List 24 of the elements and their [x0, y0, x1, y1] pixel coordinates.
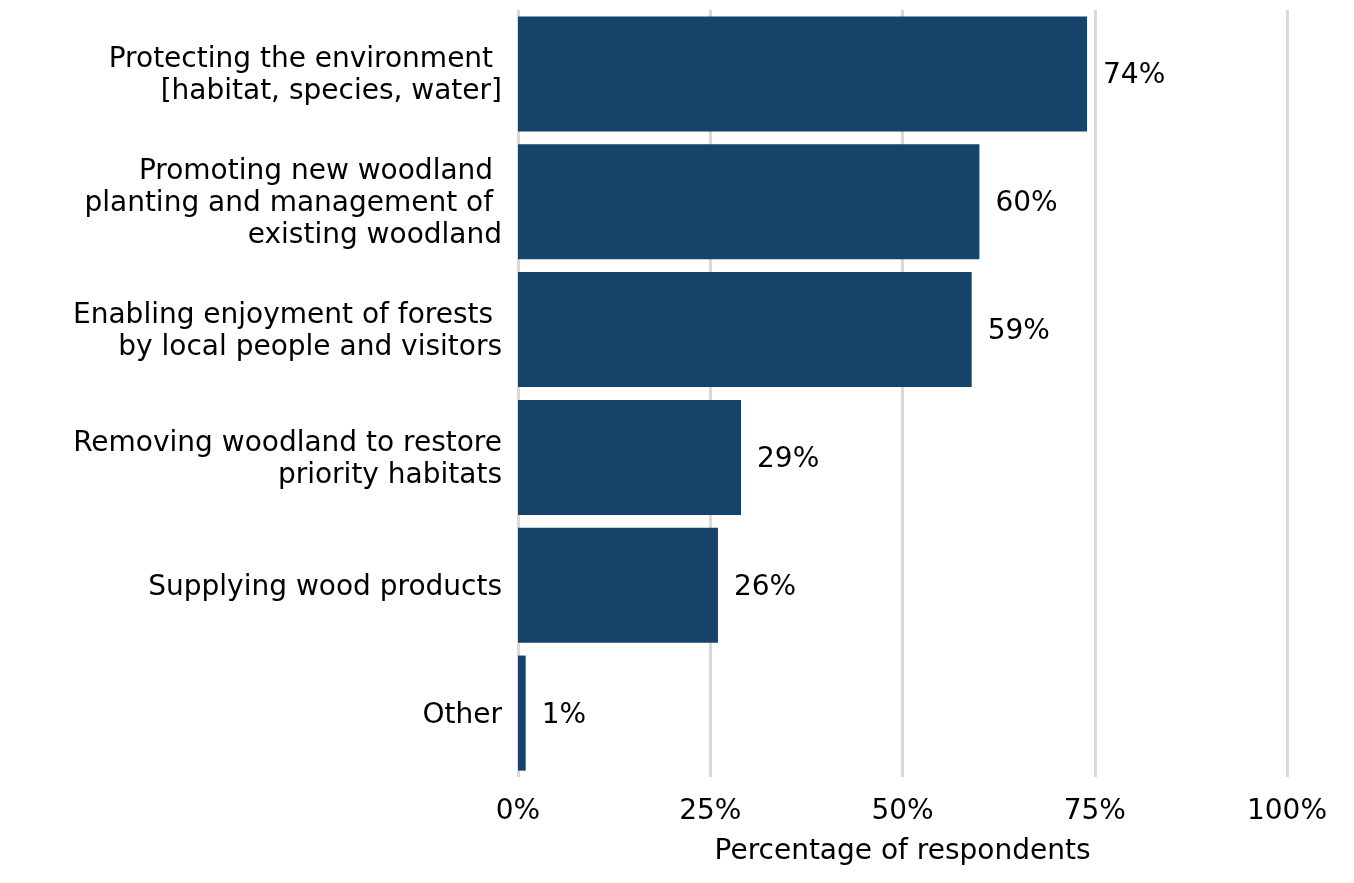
y-tick-label: Protecting the environment [habitat, species, water] [108, 41, 502, 107]
bar [518, 272, 972, 388]
y-tick-label: Enabling enjoyment of forests by local people and visitors [73, 297, 502, 363]
bar [518, 655, 526, 771]
x-tick-label: 75% [1063, 792, 1126, 826]
x-tick-label: 0% [495, 792, 541, 826]
bar [518, 399, 742, 515]
bar [518, 527, 718, 643]
x-tick-label: 50% [871, 792, 934, 826]
data-label: 26% [733, 568, 797, 602]
y-tick-label: Supplying wood products [148, 568, 502, 602]
x-axis-title: Percentage of respondents [714, 832, 1091, 866]
x-tick-label: 100% [1246, 792, 1328, 826]
y-tick-label: Promoting new woodland planting and management of existing woodland [84, 153, 502, 251]
data-label: 74% [1103, 57, 1166, 91]
y-tick-label: Other [422, 696, 503, 730]
data-label: 29% [757, 440, 820, 474]
bar [518, 16, 1088, 132]
bar [518, 144, 980, 260]
data-label: 59% [987, 313, 1050, 347]
y-tick-label: Removing woodland to restore priority habitats [73, 424, 502, 490]
data-label: 60% [995, 185, 1058, 219]
data-label: 1% [541, 696, 587, 730]
x-tick-label: 25% [679, 792, 742, 826]
